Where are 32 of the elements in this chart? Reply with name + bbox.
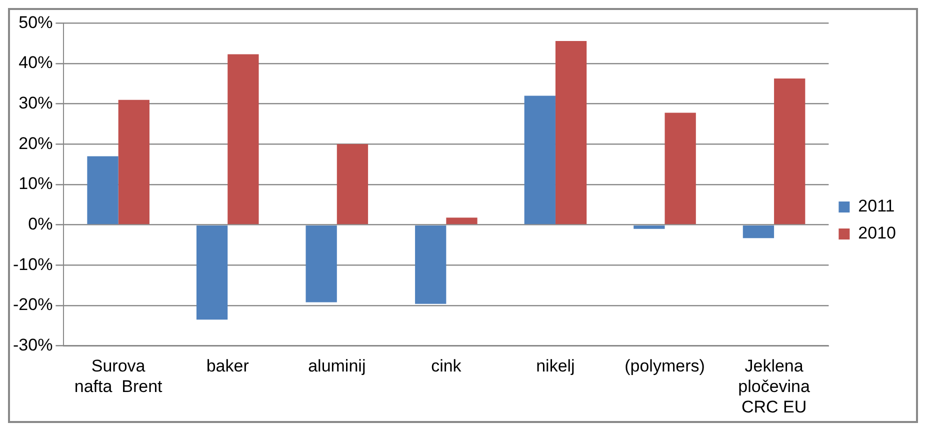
bar xyxy=(196,225,228,320)
bar xyxy=(664,112,696,224)
y-tick-label: -30% xyxy=(13,335,53,354)
y-tick-label: 50% xyxy=(18,12,53,32)
bar xyxy=(524,96,556,224)
bar xyxy=(336,144,368,224)
y-tick-label: 0% xyxy=(28,214,53,234)
x-tick-label: Surova nafta Brent xyxy=(74,356,163,396)
y-tick-label: -10% xyxy=(13,254,53,274)
x-tick-label: aluminij xyxy=(308,356,366,376)
legend-label: 2011 xyxy=(858,196,895,216)
y-tick-label: 30% xyxy=(18,94,53,113)
x-tick-label: cink xyxy=(431,356,462,376)
y-tick-label: 20% xyxy=(18,134,53,153)
bar xyxy=(634,225,665,229)
bar xyxy=(87,156,118,224)
x-tick-label: nikelj xyxy=(536,356,575,376)
x-tick-label: (polymers) xyxy=(624,356,705,376)
x-tick-label: baker xyxy=(206,356,250,376)
bar xyxy=(446,218,478,224)
bar xyxy=(228,54,259,224)
y-tick-label: -20% xyxy=(13,295,53,314)
legend-label: 2010 xyxy=(858,224,896,243)
bar xyxy=(742,225,774,238)
bar xyxy=(118,100,150,224)
bar xyxy=(415,225,446,304)
bar xyxy=(774,78,806,224)
bar xyxy=(306,225,337,302)
x-tick-label: Jeklena pločevina CRC EU xyxy=(738,356,810,416)
y-tick-label: 40% xyxy=(18,53,53,72)
bar xyxy=(555,40,587,224)
y-tick-label: 10% xyxy=(18,174,53,194)
